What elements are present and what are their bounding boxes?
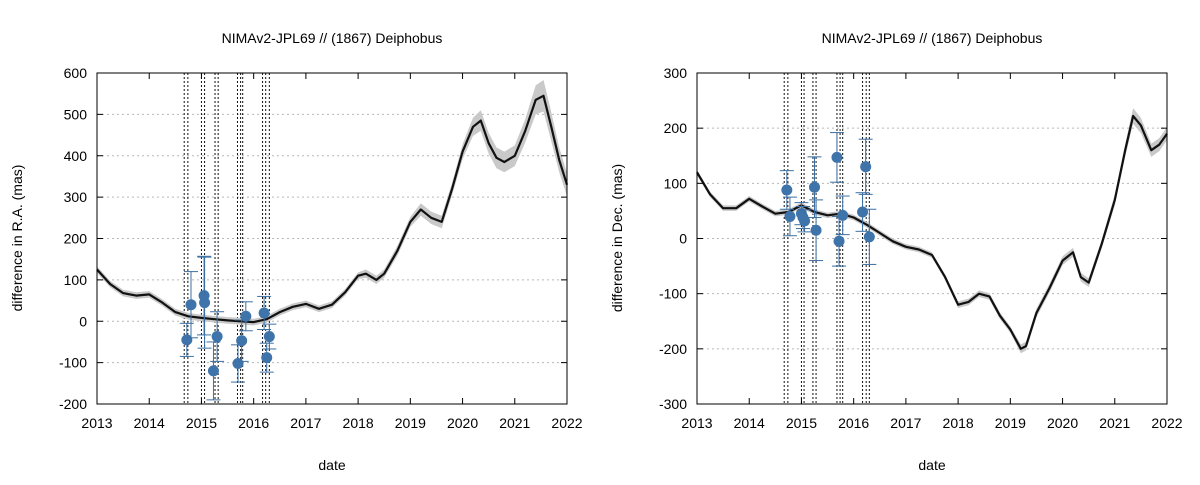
dec-observation-point [833,235,845,247]
dec-y-axis-label: difference in Dec. (mas) [609,164,625,312]
dec-x-tick-label: 2015 [786,415,817,431]
ra-observation-point [261,352,273,364]
dec-observation-point [837,209,849,221]
ra-observation-point [211,331,223,343]
ra-y-tick-label: 0 [79,313,87,329]
dec-plot-area: -300 -200 -100 0 100 200 300 2013 2014 2015 2016 20… [659,65,1183,431]
ra-y-tick-label: 200 [64,231,88,247]
dec-observation-point [784,210,796,222]
ra-x-tick-label: 2016 [238,415,269,431]
dec-y-tick-label: 0 [679,231,687,247]
dec-y-tick-label: -300 [659,396,687,412]
dec-observation-point [860,161,872,173]
dec-x-tick-label: 2014 [734,415,765,431]
dec-y-tick-label: -100 [659,286,687,302]
dec-y-tick-label: 300 [664,65,688,81]
ra-chart-panel: NIMAv2-JPL69 // (1867) Deiphobus date di… [0,0,600,480]
dec-chart-panel: NIMAv2-JPL69 // (1867) Deiphobus date di… [600,0,1200,480]
ra-observation-point [258,307,270,319]
dec-x-tick-label: 2018 [943,415,974,431]
ra-y-axis-label: difference in R.A. (mas) [9,165,25,312]
ra-x-tick-label: 2014 [134,415,165,431]
ra-plot-area: -200 -100 0 100 200 300 400 500 600 2013 2014 2015 2… [59,65,583,431]
ra-uncertainty-band [97,80,567,326]
dec-prediction-line [696,114,1168,350]
ra-x-tick-label: 2020 [447,415,478,431]
ra-x-tick-label: 2013 [81,415,112,431]
ra-observation-point [232,357,244,369]
ra-observation-point [207,365,219,377]
dec-chart: NIMAv2-JPL69 // (1867) Deiphobus date di… [609,30,1183,473]
ra-x-tick-label: 2018 [343,415,374,431]
dec-observation-point [809,181,820,193]
ra-y-tick-label: 100 [64,272,88,288]
ra-y-tick-label: -200 [59,396,87,412]
dec-x-tick-label: 2021 [1099,415,1130,431]
dec-x-tick-label: 2022 [1151,415,1182,431]
ra-y-tick-label: 500 [64,106,88,122]
dec-x-axis-label: date [918,457,945,473]
dec-x-tick-label: 2019 [995,415,1026,431]
ra-y-tick-label: 600 [64,65,88,81]
ra-x-tick-label: 2022 [551,415,582,431]
ra-y-tick-label: 400 [64,148,88,164]
dec-observation-point [831,151,843,163]
ra-chart: NIMAv2-JPL69 // (1867) Deiphobus date di… [9,30,583,473]
ra-observation-point [199,297,211,309]
ra-x-tick-label: 2017 [290,415,321,431]
ra-x-tick-label: 2021 [499,415,530,431]
dec-observation-point [863,231,875,243]
dec-observation-point [781,184,793,196]
dec-y-tick-label: 200 [664,120,688,136]
ra-y-tick-label: -100 [59,355,87,371]
dec-chart-title: NIMAv2-JPL69 // (1867) Deiphobus [822,30,1043,46]
dec-observation-point [810,224,822,236]
ra-x-tick-label: 2019 [395,415,426,431]
dec-y-tick-label: -200 [659,341,687,357]
ra-observation-point [236,335,248,347]
ra-chart-title: NIMAv2-JPL69 // (1867) Deiphobus [222,30,443,46]
dec-x-tick-label: 2017 [890,415,921,431]
dec-uncertainty-band [697,108,1167,354]
ra-observation-point [181,334,193,346]
dec-y-tick-label: 100 [664,175,688,191]
ra-x-axis-label: date [318,457,345,473]
dec-x-tick-label: 2016 [838,415,869,431]
dec-observation-point [799,215,811,227]
ra-observation-point [185,299,197,311]
ra-prediction-line [96,94,569,324]
ra-observation-point [240,310,252,322]
ra-y-tick-label: 300 [64,189,88,205]
dec-x-tick-label: 2013 [681,415,712,431]
dec-observation-point [857,206,869,218]
ra-observation-point [263,331,275,343]
dec-x-tick-label: 2020 [1047,415,1078,431]
ra-x-tick-label: 2015 [186,415,217,431]
